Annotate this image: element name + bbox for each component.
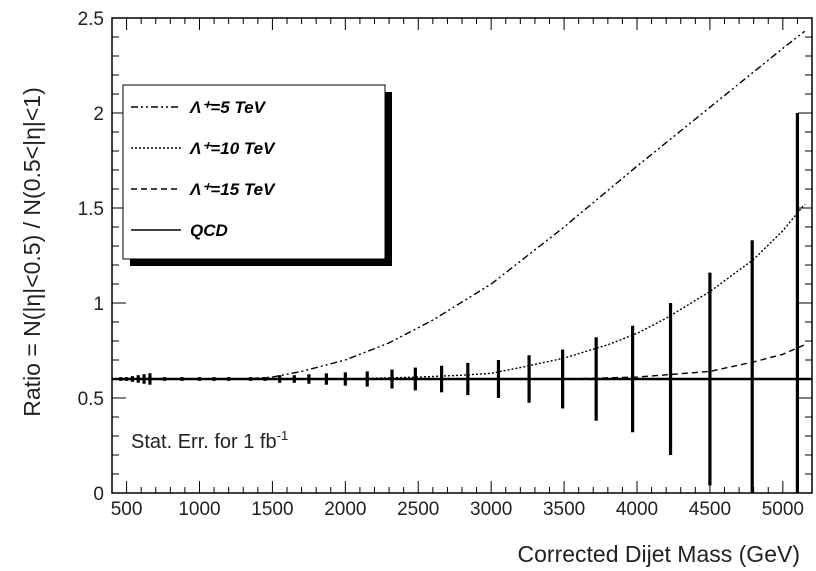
- legend-label: Λ⁺=5 TeV: [189, 98, 267, 117]
- y-axis-label: Ratio = N(|η|<0.5) / N(0.5<|η|<1): [19, 87, 45, 416]
- legend-label: QCD: [190, 221, 228, 240]
- legend: Λ⁺=5 TeV Λ⁺=10 TeV Λ⁺=15 TeV QCD: [122, 84, 392, 266]
- x-tick-label: 4500: [689, 499, 731, 520]
- x-tick-labels: 500 1000 1500 2000 2500 3000 3500 4000 4500 5000: [111, 499, 804, 520]
- series-line-2: [112, 203, 806, 380]
- x-axis-ticks: [111, 18, 813, 493]
- x-tick-label: 3000: [470, 499, 512, 520]
- legend-label: Λ⁺=15 TeV: [189, 180, 276, 199]
- plot-frame: [111, 17, 813, 494]
- annotation-text: Stat. Err. for 1 fb: [131, 431, 277, 453]
- error-bars: [119, 113, 800, 493]
- stat-error-annotation: Stat. Err. for 1 fb-1: [131, 428, 288, 453]
- y-tick-label: 2: [93, 104, 104, 125]
- x-tick-label: 5000: [762, 499, 804, 520]
- x-tick-label: 1500: [251, 499, 293, 520]
- annotation-superscript: -1: [277, 428, 289, 443]
- x-tick-label: 4000: [616, 499, 658, 520]
- x-tick-label: 500: [111, 499, 143, 520]
- series-line-3: [112, 344, 805, 380]
- y-tick-label: 1: [93, 294, 104, 315]
- y-tick-label: 0: [93, 484, 104, 505]
- x-tick-label: 2500: [397, 499, 439, 520]
- legend-label: Λ⁺=10 TeV: [189, 139, 276, 158]
- x-tick-label: 3500: [543, 499, 585, 520]
- y-tick-label: 2.5: [78, 9, 104, 30]
- x-tick-label: 2000: [324, 499, 366, 520]
- y-tick-label: 0.5: [78, 389, 104, 410]
- y-tick-labels: 0 0.5 1 1.5 2 2.5: [78, 9, 104, 505]
- y-tick-label: 1.5: [78, 199, 104, 220]
- x-tick-label: 1000: [178, 499, 220, 520]
- x-axis-label: Corrected Dijet Mass (GeV): [518, 541, 800, 567]
